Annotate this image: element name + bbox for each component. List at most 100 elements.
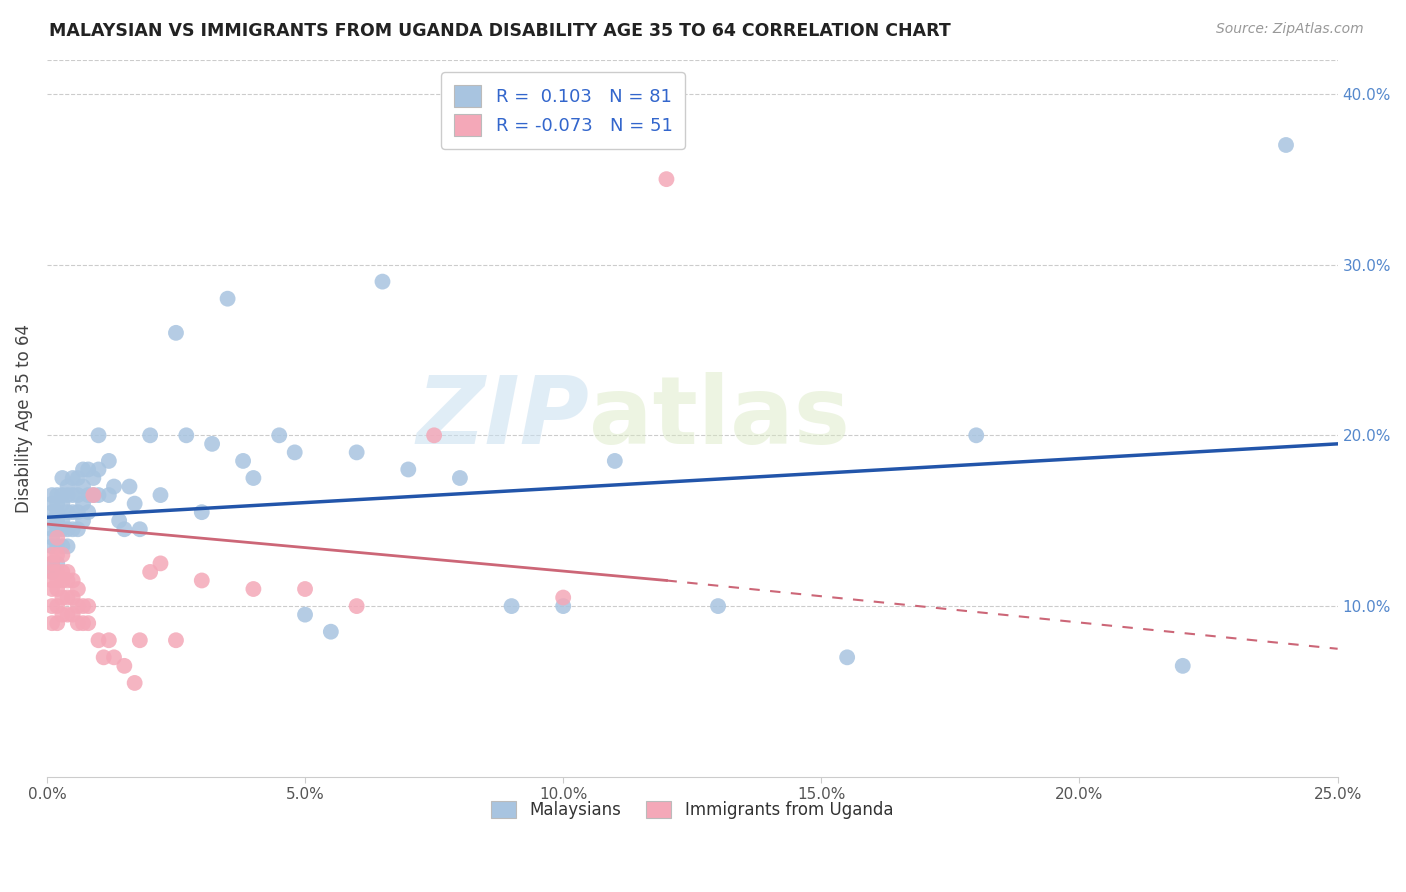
Point (62, 591, 84, 605)
Point (371, 275, 394, 289)
Text: Source: ZipAtlas.com: Source: ZipAtlas.com (1216, 22, 1364, 37)
Point (77, 616, 100, 631)
Point (97, 633, 120, 648)
Point (837, 650, 859, 665)
Point (51, 514, 73, 528)
Y-axis label: Disability Age 35 to 64: Disability Age 35 to 64 (15, 324, 32, 513)
Point (51, 574, 73, 588)
Point (51, 488, 73, 502)
Point (93, 650, 115, 665)
Point (77, 505, 100, 519)
Point (56, 505, 79, 519)
Point (41, 565, 63, 579)
Point (66, 582, 89, 596)
Point (217, 292, 239, 306)
Point (319, 624, 342, 639)
Point (46, 565, 69, 579)
Point (46, 505, 69, 519)
Point (501, 599, 523, 613)
Point (62, 505, 84, 519)
Point (41, 539, 63, 553)
Point (41, 557, 63, 571)
Point (56, 565, 79, 579)
Point (72, 479, 94, 493)
Point (46, 497, 69, 511)
Point (66, 599, 89, 613)
Point (118, 479, 141, 493)
Point (603, 454, 626, 468)
Point (284, 445, 307, 459)
Point (46, 599, 69, 613)
Point (46, 539, 69, 553)
Point (41, 557, 63, 571)
Point (56, 574, 79, 588)
Point (82, 488, 104, 502)
Point (269, 428, 291, 442)
Point (62, 471, 84, 485)
Point (149, 488, 172, 502)
Point (51, 497, 73, 511)
Point (56, 479, 79, 493)
Point (72, 514, 94, 528)
Point (82, 488, 104, 502)
Point (87, 633, 110, 648)
Point (707, 599, 730, 613)
Point (41, 565, 63, 579)
Point (51, 548, 73, 562)
Point (553, 591, 575, 605)
Point (51, 471, 73, 485)
Point (62, 488, 84, 502)
Point (449, 471, 471, 485)
Point (242, 471, 264, 485)
Point (97, 454, 120, 468)
Point (1275, 138, 1298, 153)
Point (56, 607, 79, 622)
Point (66, 505, 89, 519)
Point (87, 462, 110, 476)
Point (62, 522, 84, 536)
Point (46, 582, 69, 596)
Point (51, 607, 73, 622)
Point (128, 522, 150, 536)
Point (51, 539, 73, 553)
Point (51, 591, 73, 605)
Point (165, 326, 187, 340)
Text: atlas: atlas (589, 372, 851, 464)
Point (655, 172, 678, 186)
Point (112, 522, 135, 536)
Point (46, 574, 69, 588)
Point (72, 497, 94, 511)
Point (46, 548, 69, 562)
Point (77, 599, 100, 613)
Point (87, 488, 110, 502)
Point (41, 497, 63, 511)
Point (82, 471, 104, 485)
Point (346, 445, 368, 459)
Point (56, 488, 79, 502)
Point (112, 658, 135, 673)
Point (56, 522, 79, 536)
Point (103, 479, 125, 493)
Point (41, 582, 63, 596)
Point (72, 462, 94, 476)
Point (165, 633, 187, 648)
Point (62, 607, 84, 622)
Point (124, 497, 146, 511)
Point (242, 582, 264, 596)
Point (41, 531, 63, 545)
Point (346, 599, 368, 613)
Point (191, 505, 214, 519)
Point (423, 428, 446, 442)
Point (46, 514, 69, 528)
Point (553, 599, 575, 613)
Point (294, 607, 316, 622)
Point (108, 514, 131, 528)
Point (66, 522, 89, 536)
Point (72, 599, 94, 613)
Text: ZIP: ZIP (416, 372, 589, 464)
Point (139, 565, 162, 579)
Point (46, 488, 69, 502)
Point (41, 514, 63, 528)
Point (51, 565, 73, 579)
Point (128, 633, 150, 648)
